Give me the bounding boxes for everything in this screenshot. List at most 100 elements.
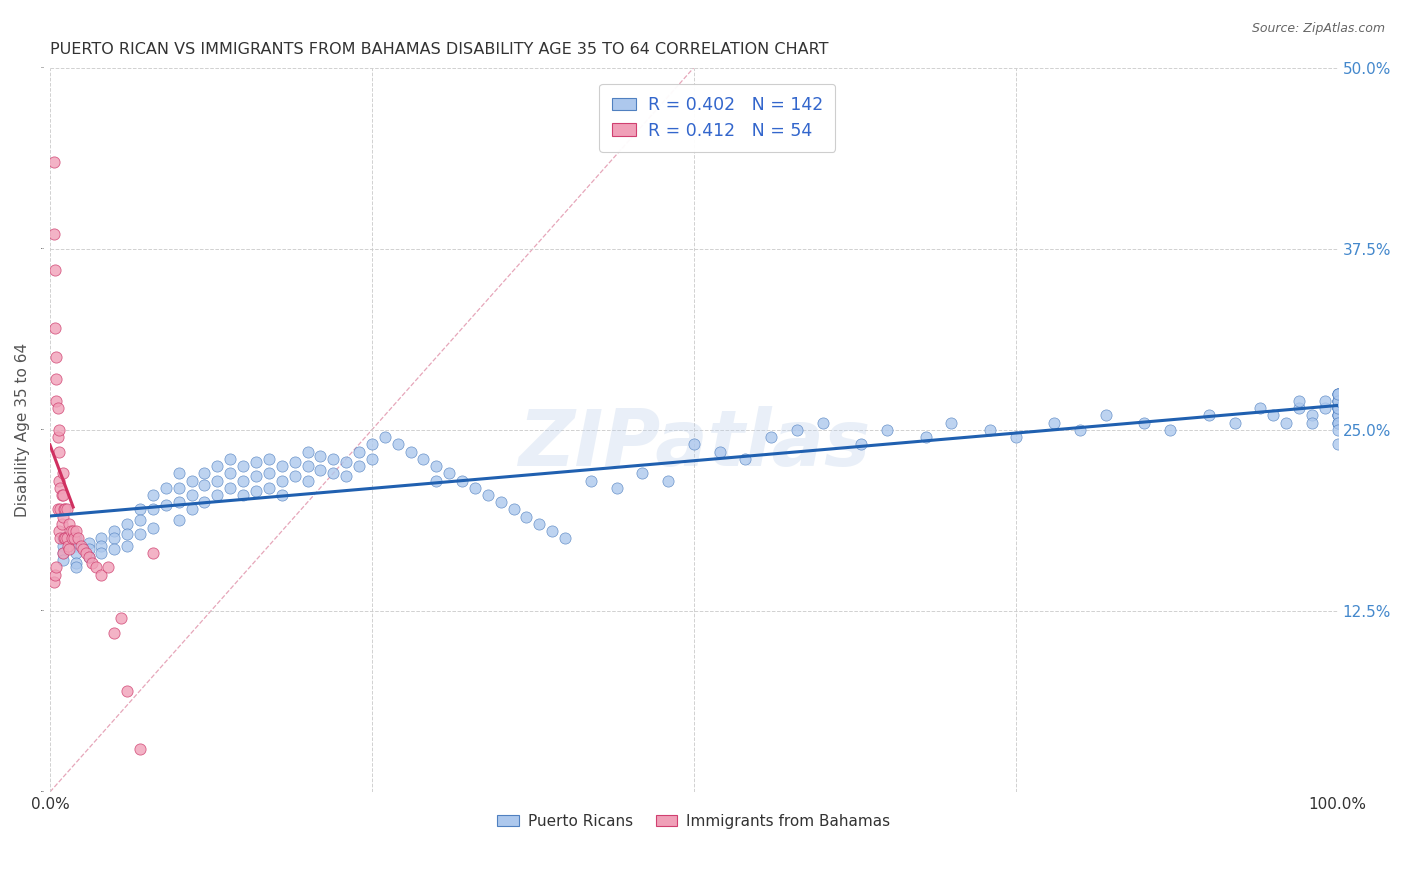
Point [257, 451, 280, 466]
Point [1301, 409, 1323, 423]
Point [65, 556, 87, 570]
Point [52, 467, 75, 481]
Point [49, 532, 72, 546]
Point [49, 481, 72, 495]
Point [58, 541, 80, 556]
Point [77, 550, 100, 565]
Point [110, 611, 132, 625]
Point [129, 527, 152, 541]
Point [75, 546, 97, 560]
Point [502, 502, 524, 516]
Point [55, 502, 77, 516]
Point [425, 474, 447, 488]
Point [786, 423, 808, 437]
Point [709, 444, 731, 458]
Point [103, 524, 125, 539]
Point [1326, 409, 1348, 423]
Point [219, 481, 242, 495]
Point [297, 444, 319, 458]
Point [48, 423, 70, 437]
Point [167, 513, 190, 527]
Point [1326, 401, 1348, 415]
Point [245, 469, 267, 483]
Point [115, 516, 138, 531]
Point [51, 516, 73, 531]
Point [142, 521, 165, 535]
Point [1326, 401, 1348, 415]
Point [115, 539, 138, 553]
Point [52, 509, 75, 524]
Point [1326, 423, 1348, 437]
Point [1326, 401, 1348, 415]
Point [180, 488, 202, 502]
Point [65, 546, 87, 560]
Point [1326, 401, 1348, 415]
Point [42, 574, 65, 589]
Point [1301, 416, 1323, 430]
Point [1095, 409, 1118, 423]
Point [46, 430, 69, 444]
Point [245, 483, 267, 498]
Point [232, 458, 254, 473]
Point [322, 467, 344, 481]
Point [347, 458, 370, 473]
Point [90, 567, 112, 582]
Point [48, 474, 70, 488]
Point [52, 488, 75, 502]
Text: PUERTO RICAN VS IMMIGRANTS FROM BAHAMAS DISABILITY AGE 35 TO 64 CORRELATION CHAR: PUERTO RICAN VS IMMIGRANTS FROM BAHAMAS … [51, 42, 828, 57]
Point [1326, 416, 1348, 430]
Point [437, 467, 460, 481]
Point [489, 495, 512, 509]
Point [180, 502, 202, 516]
Point [335, 469, 357, 483]
Point [682, 437, 704, 451]
Point [193, 495, 215, 509]
Point [361, 437, 384, 451]
Point [193, 467, 215, 481]
Point [90, 532, 112, 546]
Point [451, 474, 474, 488]
Point [374, 430, 396, 444]
Point [103, 532, 125, 546]
Point [1263, 409, 1285, 423]
Point [44, 263, 66, 277]
Point [155, 481, 177, 495]
Point [1159, 423, 1181, 437]
Point [734, 451, 756, 466]
Point [97, 560, 120, 574]
Point [207, 458, 229, 473]
Point [1288, 393, 1310, 408]
Point [412, 451, 434, 466]
Point [477, 488, 499, 502]
Point [52, 539, 75, 553]
Point [1326, 401, 1348, 415]
Point [515, 509, 537, 524]
Point [129, 502, 152, 516]
Point [48, 524, 70, 539]
Point [297, 474, 319, 488]
Point [59, 524, 82, 539]
Point [1004, 430, 1026, 444]
Point [45, 351, 67, 365]
Point [1326, 393, 1348, 408]
Point [425, 458, 447, 473]
Point [44, 321, 66, 335]
Point [1069, 423, 1091, 437]
Point [52, 553, 75, 567]
Legend: Puerto Ricans, Immigrants from Bahamas: Puerto Ricans, Immigrants from Bahamas [491, 808, 897, 835]
Point [86, 560, 108, 574]
Point [77, 550, 100, 565]
Point [1326, 416, 1348, 430]
Point [284, 455, 307, 469]
Point [1313, 401, 1336, 415]
Point [219, 451, 242, 466]
Point [52, 532, 75, 546]
Point [90, 539, 112, 553]
Point [914, 430, 936, 444]
Point [759, 430, 782, 444]
Point [53, 502, 76, 516]
Point [284, 469, 307, 483]
Point [90, 546, 112, 560]
Point [811, 416, 834, 430]
Point [1275, 416, 1298, 430]
